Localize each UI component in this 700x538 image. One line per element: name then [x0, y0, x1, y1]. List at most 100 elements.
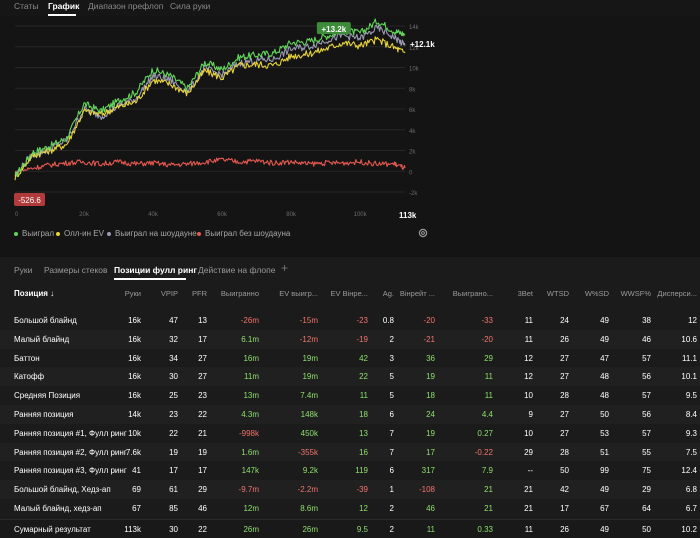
table-cell: 3: [389, 353, 394, 363]
table-cell: 119: [355, 466, 368, 476]
active-subtab-underline: [114, 278, 186, 280]
table-cell: 17: [426, 447, 435, 457]
table-row[interactable]: Большой блайнд, Хедз-ап 69 61 29 -9.7m -2.2m -…: [0, 480, 700, 499]
table-cell: 0.8: [382, 316, 394, 325]
table-row[interactable]: Ранняя позиция #3, Фулл ринг 41 17 17 147k 9.…: [0, 461, 700, 480]
table-cell: 7.9: [481, 466, 493, 476]
subtab-hands[interactable]: Руки: [14, 265, 33, 275]
table-cell: 21: [524, 485, 533, 495]
tab-preflop-range[interactable]: Диапазон префлоп: [88, 1, 164, 11]
table-cell: --: [527, 466, 533, 476]
table-row[interactable]: Большой блайнд 16k 47 13 -26m -15m -23 0.8 -20 -3…: [0, 311, 700, 330]
table-cell: 27: [560, 353, 569, 363]
table-cell: 11: [524, 334, 533, 344]
table-cell: Сумарный результат: [14, 524, 91, 534]
x-tick-label: 0: [15, 212, 19, 218]
table-cell: 16m: [243, 353, 259, 363]
column-header[interactable]: Руки: [124, 289, 141, 298]
tab-hand-strength[interactable]: Сила руки: [170, 1, 211, 11]
column-header[interactable]: Ag.: [382, 289, 394, 298]
table-row[interactable]: Средняя Позиция 16k 25 23 13m 7.4m 11 5 18 11 10 28…: [0, 386, 700, 405]
column-header[interactable]: Выигранно: [220, 289, 259, 298]
legend-won: Выиграл: [14, 229, 54, 238]
table-cell: 48: [600, 372, 609, 382]
series-line: [14, 24, 406, 177]
table-cell: 6.7: [685, 504, 697, 513]
table-cell: 26m: [302, 524, 318, 534]
legend-label: Выиграл: [22, 229, 55, 238]
table-cell: 21: [198, 428, 207, 438]
column-header[interactable]: WWSF%: [620, 289, 651, 298]
table-cell: 7.4m: [300, 391, 318, 401]
table-row[interactable]: Баттон 16k 34 27 16m 19m 42 3 36 29 12 27 47 57 11.1: [0, 349, 700, 368]
table-cell: 46: [198, 504, 207, 513]
table-row[interactable]: Малый блайнд, хедз-ап 67 85 46 12m 8.6m 12 2 46 2…: [0, 499, 700, 518]
settings-gear-icon[interactable]: [418, 228, 428, 238]
table-cell: 41: [132, 466, 141, 476]
table-cell: Катофф: [14, 372, 45, 382]
table-cell: 61: [169, 485, 178, 495]
subtab-stack-sizes[interactable]: Размеры стеков: [44, 265, 108, 275]
column-header[interactable]: WTSD: [546, 289, 569, 298]
table-row[interactable]: Ранняя позиция #2, Фулл ринг 7.6k 19 19 1.6m…: [0, 442, 700, 462]
tab-stats[interactable]: Статы: [14, 1, 39, 11]
table-row[interactable]: Катофф 16k 30 27 11m 19m 22 5 19 11 12 27 48 56 10.1: [0, 367, 700, 387]
table-cell: Малый блайнд, хедз-ап: [14, 504, 102, 513]
table-cell: -12m: [299, 334, 318, 344]
subtab-full-ring-positions[interactable]: Позиции фулл ринг: [114, 265, 197, 275]
table-cell: 29: [198, 485, 207, 495]
table-cell: 6: [389, 410, 394, 419]
column-header[interactable]: Выиграно...: [452, 289, 493, 298]
table-cell: 27: [198, 372, 207, 382]
table-cell: 53: [600, 428, 609, 438]
column-header[interactable]: EV выигр...: [279, 289, 318, 298]
total-row[interactable]: Сумарный результат 113k 30 22 26m 26m 9.5 2 11 0.…: [0, 518, 700, 538]
table-cell: 4.4: [481, 410, 493, 419]
x-max-label: 113k: [399, 211, 417, 220]
table-cell: 46: [426, 504, 435, 513]
column-header[interactable]: Позиция ↓: [14, 289, 55, 298]
table-row[interactable]: Ранняя позиция #1, Фулл ринг 10k 22 21 -998k…: [0, 424, 700, 443]
table-cell: 49: [600, 524, 609, 534]
table-cell: -39: [356, 485, 368, 495]
add-tab-plus-icon[interactable]: +: [281, 261, 289, 275]
table-cell: 14k: [128, 410, 141, 419]
tab-graph[interactable]: График: [48, 1, 80, 11]
table-cell: 13: [198, 316, 207, 325]
table-cell: -19: [356, 334, 368, 344]
x-tick-label: 20k: [79, 212, 90, 218]
table-cell: 11: [484, 391, 493, 401]
legend-label: Олл-ин EV: [64, 229, 104, 238]
table-cell: 12: [524, 372, 533, 382]
subtab-flop-action[interactable]: Действие на флопе: [198, 265, 276, 275]
table-cell: -20: [481, 334, 493, 344]
table-cell: 28: [560, 391, 569, 401]
table-cell: -23: [356, 316, 368, 325]
y-tick-label: 2k: [409, 150, 416, 156]
table-cell: Малый блайнд: [14, 334, 70, 344]
table-cell: 22: [359, 372, 368, 382]
table-row[interactable]: Малый блайнд 16k 32 17 6.1m -12m -19 2 -21 -20 11 2…: [0, 329, 700, 349]
table-cell: 0.27: [477, 428, 493, 438]
series-line: [14, 36, 406, 181]
table-cell: 10.1: [681, 372, 697, 382]
table-cell: 6.8: [685, 485, 697, 495]
column-header[interactable]: Вінрейт ...: [399, 289, 435, 298]
column-header[interactable]: PFR: [192, 289, 207, 298]
column-header[interactable]: 3Bet: [517, 289, 533, 298]
column-header[interactable]: VPIP: [160, 289, 178, 298]
table-cell: 12: [359, 504, 368, 513]
table-cell: 10.2: [681, 524, 697, 534]
sub-tab-bar: Руки Размеры стеков Позиции фулл ринг Де…: [0, 257, 700, 281]
table-cell: 10: [524, 428, 533, 438]
table-cell: 27: [560, 428, 569, 438]
table-cell: 147k: [241, 466, 259, 476]
column-header[interactable]: Дисперси...: [657, 289, 697, 298]
table-cell: 16k: [128, 353, 141, 363]
series-line: [14, 157, 406, 175]
column-header[interactable]: W%SD: [584, 289, 609, 298]
table-row[interactable]: Ранняя позиция 14k 23 22 4.3m 148k 18 6 24 4.4 9 27…: [0, 405, 700, 424]
column-header[interactable]: EV Вінре...: [330, 289, 369, 298]
table-cell: 21: [524, 504, 533, 513]
table-cell: Ранняя позиция: [14, 410, 74, 419]
